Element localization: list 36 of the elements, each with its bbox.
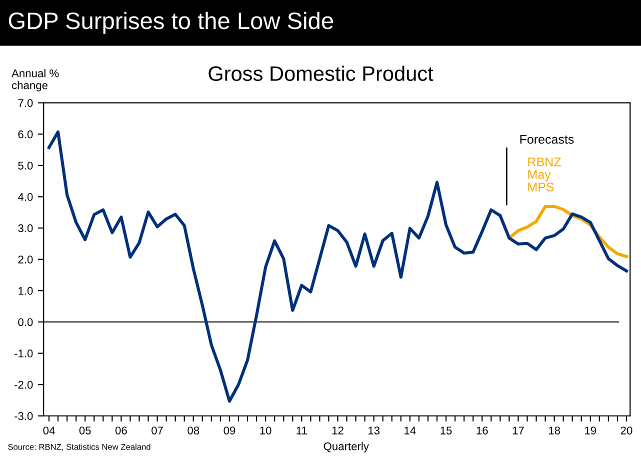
x-tick-label: 04 bbox=[43, 426, 55, 434]
x-tick-label: 10 bbox=[260, 426, 272, 434]
x-tick-label: 06 bbox=[115, 426, 127, 434]
x-tick-label: 19 bbox=[585, 426, 596, 434]
y-tick-label: 3.0 bbox=[18, 224, 33, 232]
y-tick-label: 1.0 bbox=[18, 286, 33, 295]
y-tick-label: 6.0 bbox=[18, 130, 33, 138]
chart-subtitle: Gross Domestic Product bbox=[208, 66, 434, 81]
x-tick-label: 11 bbox=[296, 426, 307, 434]
y-tick-label: 7.0 bbox=[18, 99, 33, 107]
x-tick-label: 14 bbox=[404, 426, 416, 434]
x-tick-label: 20 bbox=[620, 426, 632, 434]
x-tick-label: 17 bbox=[512, 426, 524, 434]
y-tick-label: 0.0 bbox=[18, 318, 33, 326]
y-axis-title: Annual % change bbox=[12, 69, 59, 92]
source-note: Source: RBNZ, Statistics New Zealand bbox=[8, 444, 150, 451]
y-tick-label: -1.0 bbox=[14, 350, 33, 358]
chart-title: GDP Surprises to the Low Side bbox=[8, 12, 334, 34]
x-tick-label: 12 bbox=[332, 426, 344, 434]
y-tick-label: 2.0 bbox=[18, 256, 33, 264]
series-label: RBNZ May MPS bbox=[528, 158, 561, 192]
y-tick-label: -2.0 bbox=[14, 380, 33, 389]
x-tick-label: 18 bbox=[548, 426, 560, 434]
x-tick-label: 16 bbox=[476, 426, 488, 434]
x-tick-label: 05 bbox=[79, 426, 91, 434]
x-axis-title: Quarterly bbox=[324, 442, 369, 452]
x-tick-label: 07 bbox=[152, 426, 163, 434]
ref-line-label: Forecasts bbox=[520, 135, 574, 144]
y-tick-label: 5.0 bbox=[18, 162, 33, 170]
x-tick-label: 08 bbox=[188, 426, 200, 434]
y-tick-label: -3.0 bbox=[14, 412, 33, 420]
x-tick-label: 09 bbox=[224, 426, 236, 434]
x-tick-label: 15 bbox=[440, 426, 452, 434]
line-series bbox=[47, 130, 628, 403]
x-tick-label: 13 bbox=[368, 426, 380, 434]
y-tick-label: 4.0 bbox=[18, 193, 33, 201]
